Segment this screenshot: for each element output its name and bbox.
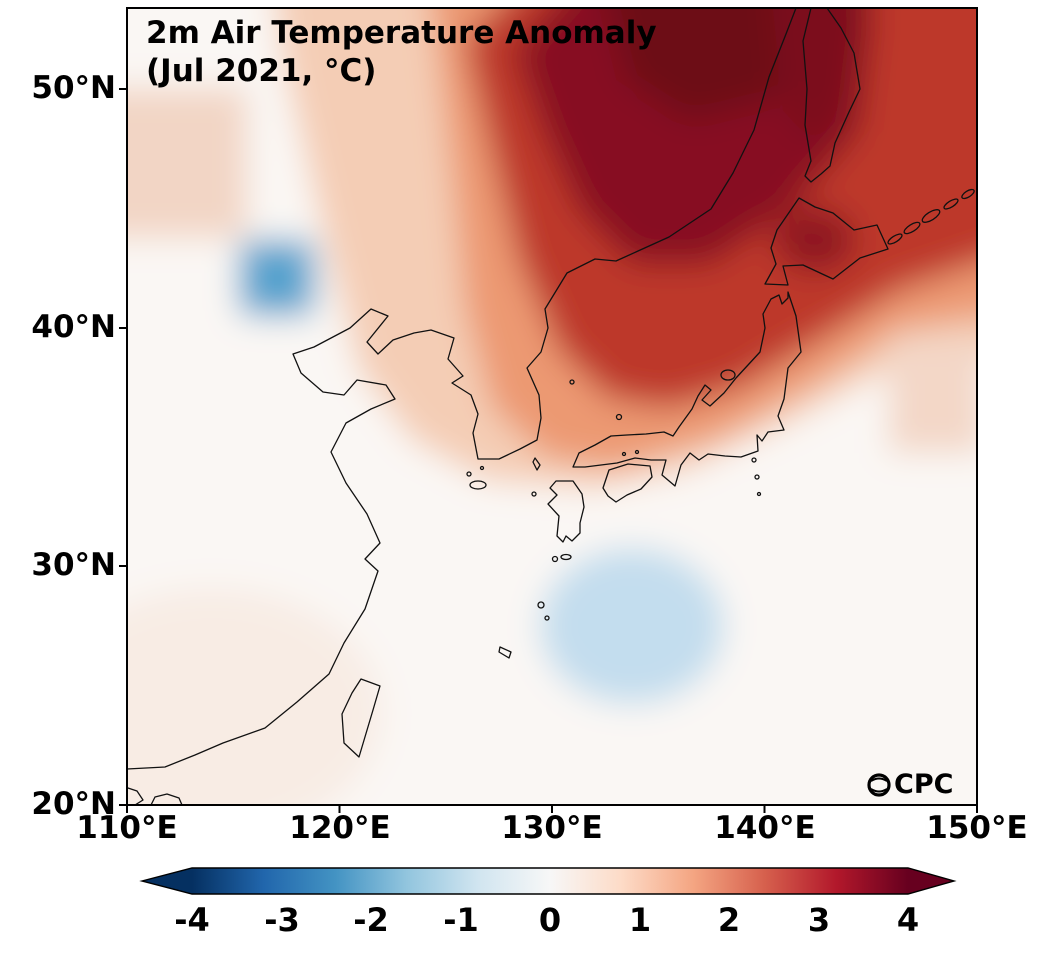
coast-jeju (469, 480, 487, 490)
cb-tick-m3: -3 (264, 901, 300, 939)
cb-tick-m4: -4 (174, 901, 210, 939)
cb-tick-0: 0 (538, 901, 562, 939)
lon-tick-150e: 150°E (926, 810, 1028, 846)
coast-oki (615, 413, 623, 421)
cpc-logo-text: CPC (894, 769, 954, 800)
coast-tsushima (532, 457, 541, 471)
coast-mainland-asia (127, 8, 797, 770)
axis-ticks (119, 88, 978, 813)
cb-tick-m2: -2 (353, 901, 389, 939)
cpc-logo: CPC (866, 769, 953, 800)
cb-tick-m1: -1 (443, 901, 479, 939)
anomaly-field (127, 8, 977, 805)
coast-hokkaido (764, 197, 889, 286)
colorbar-right-arrow (908, 868, 954, 894)
lon-tick-140e: 140°E (714, 810, 816, 846)
colorbar-left-arrow (142, 868, 192, 894)
title-line-1: 2m Air Temperature Anomaly (146, 15, 657, 51)
lat-tick-50n: 50°N (31, 70, 116, 106)
map-title: 2m Air Temperature Anomaly (Jul 2021, °C… (146, 14, 657, 90)
cb-tick-4: 4 (896, 901, 920, 939)
lon-tick-120e: 120°E (289, 810, 391, 846)
coast-sakhalin (802, 8, 861, 183)
coast-okinawa (498, 646, 512, 659)
colorbar-gradient (192, 868, 908, 894)
coast-sado (720, 369, 736, 381)
cpc-globe-icon (867, 772, 891, 797)
coast-shikoku (602, 463, 653, 503)
coast-taiwan (341, 678, 381, 758)
coast-honshu (572, 291, 802, 487)
lon-tick-110e: 110°E (76, 810, 178, 846)
lat-tick-40n: 40°N (31, 309, 116, 345)
lat-tick-30n: 30°N (31, 547, 116, 583)
cb-tick-3: 3 (807, 901, 831, 939)
cb-tick-1: 1 (628, 901, 652, 939)
map-svg (119, 7, 978, 813)
coast-ulleung (569, 379, 575, 385)
title-line-2: (Jul 2021, °C) (146, 53, 377, 89)
colorbar-svg (139, 867, 957, 895)
lon-tick-130e: 130°E (501, 810, 603, 846)
cb-tick-2: 2 (717, 901, 741, 939)
coastlines (127, 8, 977, 805)
coast-kyushu (547, 480, 585, 543)
colorbar-outline (139, 867, 957, 895)
coast-south-china (127, 786, 183, 805)
lat-tick-20n: 20°N (31, 786, 116, 822)
